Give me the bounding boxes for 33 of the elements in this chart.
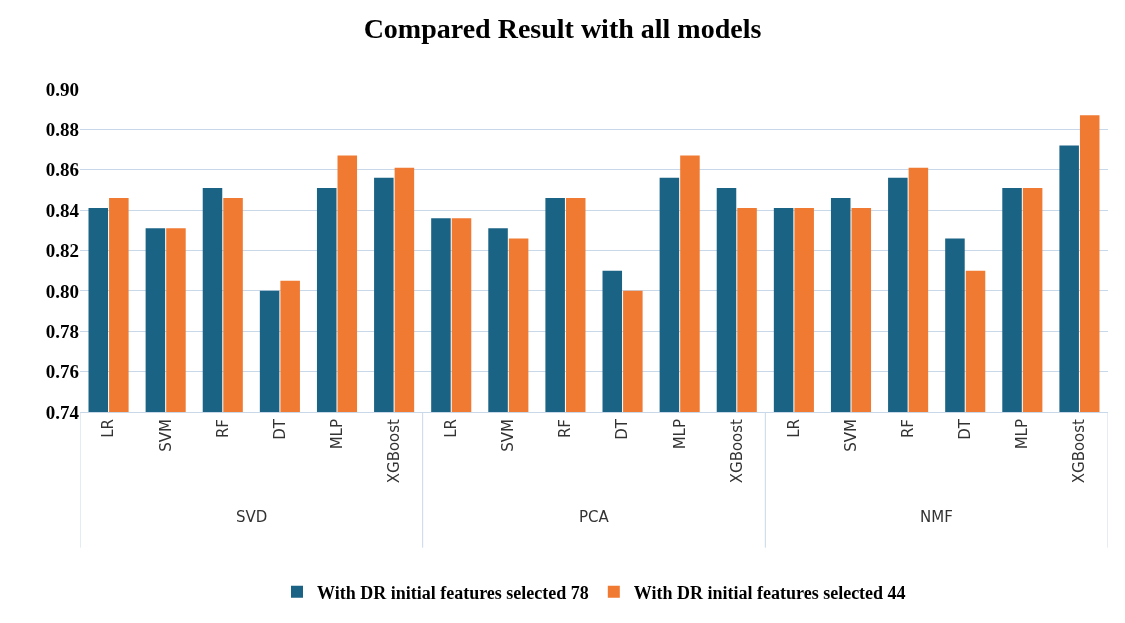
x-tick-label: SVM bbox=[841, 419, 860, 452]
chart-title: Compared Result with all models bbox=[363, 12, 762, 44]
x-tick-label: XGBoost bbox=[384, 418, 403, 484]
y-tick-label: 0.80 bbox=[45, 280, 79, 302]
y-tick-label: 0.90 bbox=[45, 78, 79, 100]
legend-label: With DR initial features selected 44 bbox=[633, 582, 906, 603]
x-tick-label: DT bbox=[956, 418, 975, 440]
x-tick-label: MLP bbox=[1013, 419, 1032, 450]
x-tick-label: RF bbox=[556, 419, 575, 439]
x-tick-label: LR bbox=[784, 419, 803, 438]
y-tick-label: 0.76 bbox=[45, 361, 79, 383]
text: NMF bbox=[920, 508, 953, 526]
text: SVD bbox=[236, 508, 268, 526]
x-tick-label: LR bbox=[442, 419, 461, 438]
y-tick-label: 0.82 bbox=[45, 240, 79, 262]
y-tick-label: 0.74 bbox=[45, 401, 80, 423]
x-tick-label: LR bbox=[99, 419, 118, 438]
x-tick-label: DT bbox=[270, 418, 289, 440]
y-tick-label: 0.88 bbox=[45, 119, 79, 141]
x-tick-label: SVM bbox=[499, 419, 518, 452]
x-tick-label: XGBoost bbox=[727, 418, 746, 484]
x-tick-label: DT bbox=[613, 418, 632, 440]
legend-label: With DR initial features selected 78 bbox=[317, 582, 589, 603]
y-tick-label: 0.86 bbox=[45, 159, 79, 181]
x-tick-label: MLP bbox=[327, 419, 346, 450]
x-tick-label: SVM bbox=[156, 419, 175, 452]
x-tick-label: XGBoost bbox=[1070, 418, 1089, 484]
text: PCA bbox=[579, 508, 610, 526]
y-tick-label: 0.78 bbox=[45, 320, 79, 342]
x-tick-label: RF bbox=[898, 419, 917, 439]
x-tick-label: RF bbox=[213, 419, 232, 439]
y-tick-label: 0.84 bbox=[45, 199, 80, 221]
x-tick-label: MLP bbox=[670, 419, 689, 450]
